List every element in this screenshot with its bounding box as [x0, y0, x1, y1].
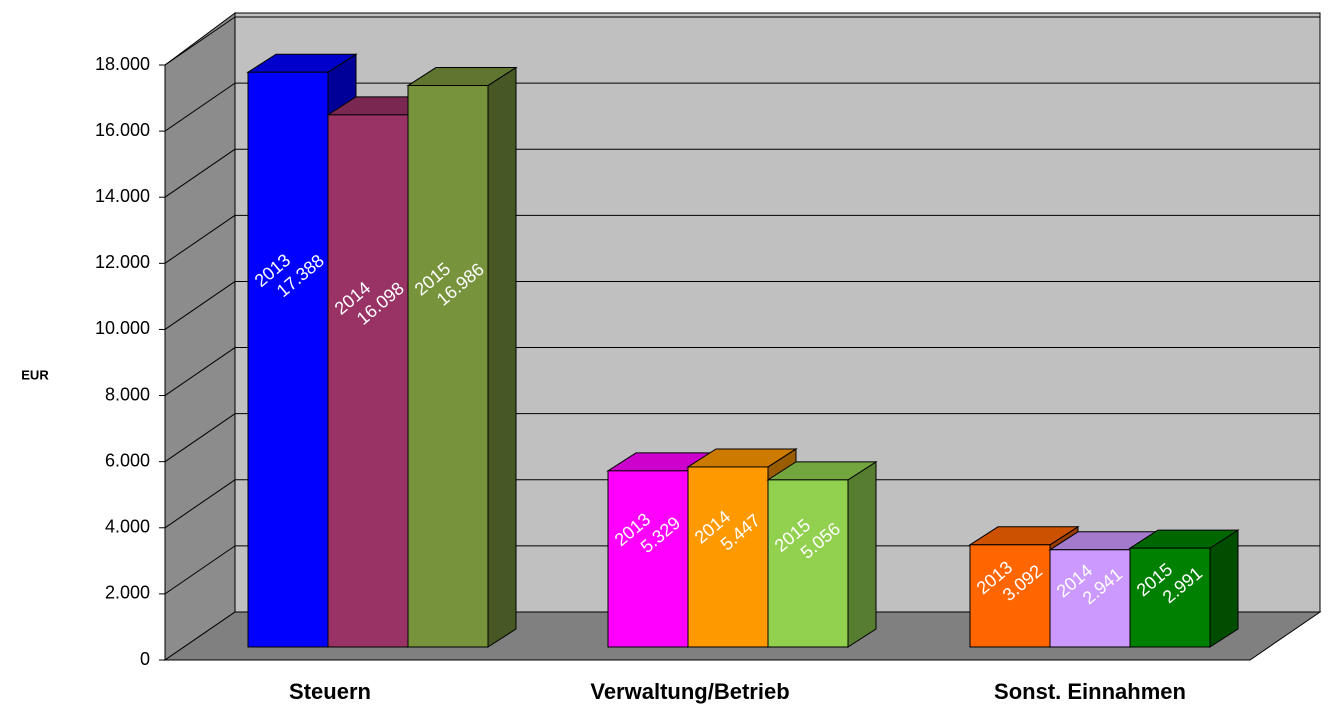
y-tick-label: 0 [140, 649, 150, 669]
bar-side-shade [1210, 530, 1238, 647]
grid-line [164, 214, 236, 264]
bar-top-shade [768, 461, 876, 480]
y-tick-label: 16.000 [95, 120, 150, 140]
bar-front [407, 85, 489, 648]
bar-front [767, 479, 849, 648]
y-tick-label: 10.000 [95, 318, 150, 338]
y-tick-label: 4.000 [105, 517, 150, 537]
grid-line [164, 82, 236, 132]
bar-top-shade [1050, 531, 1158, 550]
grid-line [164, 281, 236, 330]
bar-top-shade [408, 67, 516, 86]
grid-line [164, 148, 236, 198]
bar-front [247, 71, 329, 648]
bar-top-shade [688, 448, 796, 467]
bar-front [687, 466, 769, 648]
bar-side-shade [848, 461, 876, 647]
grid-line [164, 347, 236, 396]
bar-top-shade [248, 54, 356, 73]
bar-front [327, 114, 409, 648]
bar-side-shade [488, 67, 516, 648]
bar [406, 66, 518, 648]
grid-line [164, 413, 236, 463]
bar-top-shade [1130, 530, 1238, 549]
y-axis-label: EUR [21, 367, 49, 382]
x-tick-label: Verwaltung/Betrieb [590, 679, 789, 704]
y-tick-label: 6.000 [105, 450, 150, 470]
y-tick-label: 8.000 [105, 384, 150, 404]
grid-line [164, 545, 236, 595]
y-tick-label: 14.000 [95, 186, 150, 206]
y-tick-label: 2.000 [105, 583, 150, 603]
bar [1128, 529, 1240, 648]
y-tick-label: 12.000 [95, 252, 150, 272]
grid-line [164, 16, 236, 66]
bar [766, 460, 878, 648]
bar-top-shade [970, 526, 1078, 545]
grid-line [164, 479, 236, 529]
x-tick-label: Sonst. Einnahmen [994, 679, 1186, 704]
bar-front [1049, 549, 1131, 648]
x-tick-label: Steuern [289, 679, 371, 704]
y-tick-label: 18.000 [95, 54, 150, 74]
bar-front [1129, 547, 1211, 648]
side-wall [164, 12, 236, 661]
bar-front [969, 544, 1051, 648]
bar-front [607, 470, 689, 648]
